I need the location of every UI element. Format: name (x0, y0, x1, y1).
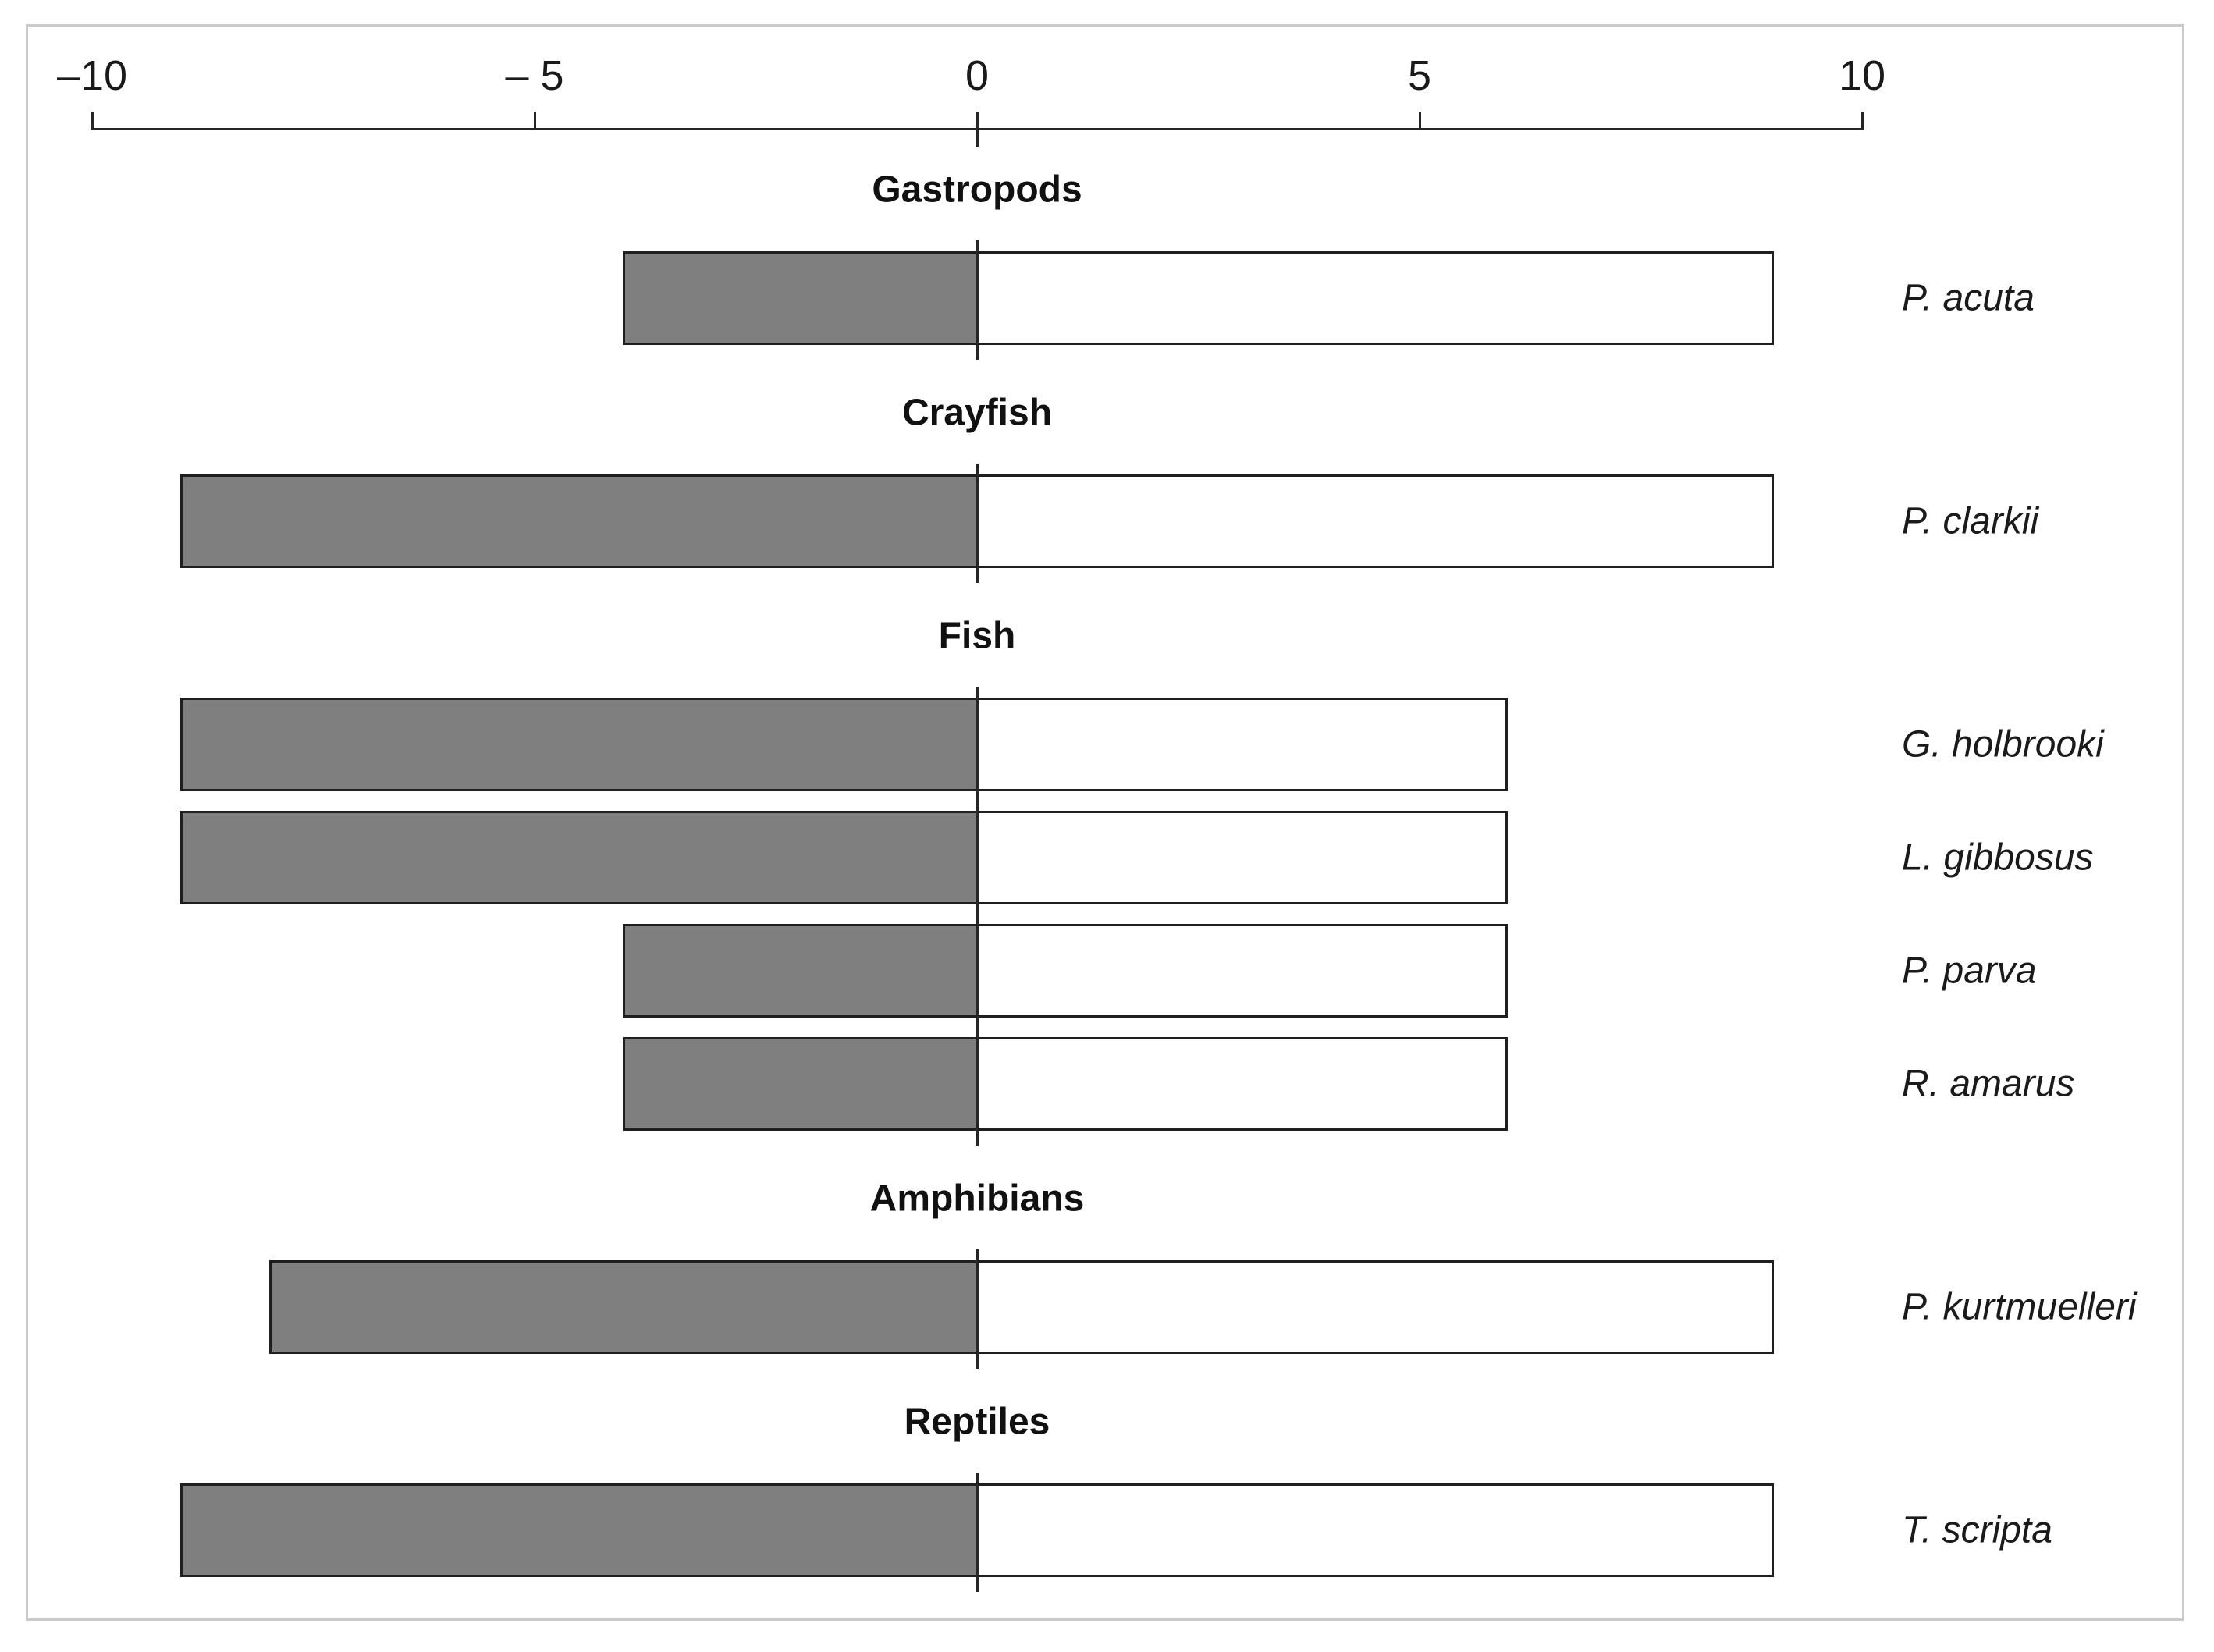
zero-baseline (976, 240, 979, 360)
species-label: P. kurtmuelleri (1902, 1286, 2137, 1328)
bar-negative-fill (183, 813, 977, 902)
axis-tick-label: –10 (56, 52, 128, 99)
zero-baseline (976, 464, 979, 583)
axis-tick-label: 5 (1407, 52, 1432, 99)
group-label: Reptiles (904, 1401, 1050, 1443)
axis-tick (1419, 112, 1421, 130)
species-label: P. acuta (1902, 277, 2035, 319)
species-label: P. clarkii (1902, 500, 2039, 542)
axis-tick (91, 112, 94, 130)
species-label: P. parva (1902, 950, 2037, 992)
axis-tick (534, 112, 536, 130)
axis-tick (1861, 112, 1864, 130)
bar-negative-fill (625, 254, 977, 343)
bar-negative-fill (183, 477, 977, 566)
bar (180, 698, 1509, 791)
group-label: Crayfish (901, 392, 1053, 434)
species-label: T. scripta (1902, 1509, 2052, 1551)
bar-negative-fill (625, 1039, 977, 1128)
zero-baseline (976, 1473, 979, 1592)
bar (623, 1037, 1509, 1131)
species-label: R. amarus (1902, 1063, 2075, 1105)
axis-tick-label: 0 (965, 52, 990, 99)
species-label: G. holbrooki (1902, 723, 2104, 766)
axis-tick-label: – 5 (505, 52, 564, 99)
bar (623, 251, 1774, 345)
bar-negative-fill (183, 1486, 977, 1575)
bar (268, 1260, 1774, 1354)
group-label: Amphibians (869, 1178, 1085, 1220)
species-label: L. gibbosus (1902, 837, 2094, 879)
bar (180, 811, 1509, 904)
zero-baseline (976, 1249, 979, 1369)
bar-negative-fill (271, 1263, 977, 1352)
bar (623, 924, 1509, 1018)
bar-negative-fill (625, 926, 977, 1015)
axis-tick (976, 112, 979, 147)
bar-negative-fill (183, 700, 977, 789)
axis-tick-label: 10 (1838, 52, 1886, 99)
group-label: Gastropods (872, 169, 1082, 211)
group-label: Fish (938, 615, 1016, 657)
zero-baseline (976, 687, 979, 1146)
